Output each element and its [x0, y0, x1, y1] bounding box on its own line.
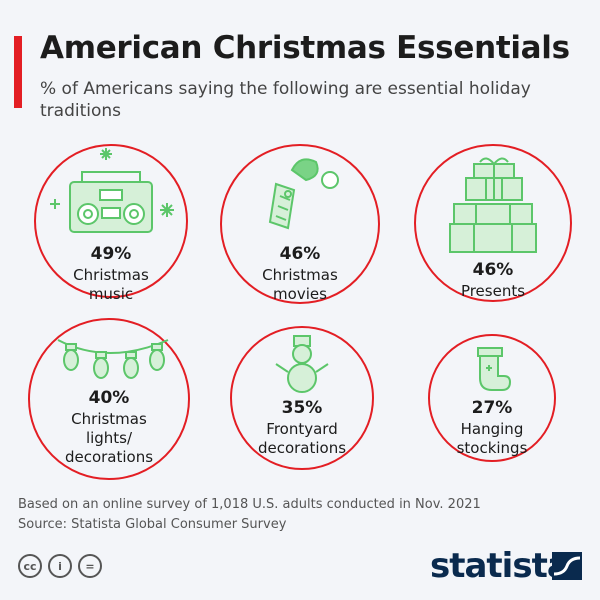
attribution-icon[interactable]: i	[48, 554, 72, 578]
item-label: Hanging stockings	[456, 420, 528, 457]
title-accent-bar	[14, 36, 22, 108]
item-card-presents: 46% Presents	[414, 144, 572, 302]
survey-note: Based on an online survey of 1,018 U.S. …	[18, 497, 481, 512]
statista-logo[interactable]: statista	[430, 546, 570, 586]
footnote: Based on an online survey of 1,018 U.S. …	[18, 495, 481, 535]
statista-logo-mark-icon	[552, 552, 582, 580]
item-percentage: 35%	[281, 398, 323, 418]
item-card-christmas-music: 49% Christmas music	[34, 144, 188, 303]
item-label: Christmas lights/ decorations	[64, 410, 154, 466]
source-note: Source: Statista Global Consumer Survey	[18, 517, 287, 532]
item-label: Christmas music	[73, 266, 149, 303]
license-icons: cc i =	[18, 554, 102, 578]
item-percentage: 46%	[279, 244, 321, 264]
stocking-icon	[477, 347, 512, 391]
item-percentage: 27%	[471, 398, 513, 418]
chart-subtitle: % of Americans saying the following are …	[40, 79, 531, 121]
item-card-hanging-stockings: 27% Hanging stockings	[428, 334, 556, 462]
stacked-presents-icon	[449, 157, 537, 253]
item-label: Presents	[460, 282, 526, 300]
item-percentage: 49%	[90, 244, 132, 264]
item-card-christmas-lights: 40% Christmas lights/ decorations	[28, 318, 190, 480]
item-label: Frontyard decorations	[257, 420, 347, 457]
chart-title: American Christmas Essentials	[40, 30, 570, 66]
snowman-icon	[275, 335, 329, 393]
boombox-icon	[50, 148, 174, 233]
no-derivatives-icon[interactable]: =	[78, 554, 102, 578]
item-card-frontyard-decorations: 35% Frontyard decorations	[230, 326, 374, 470]
card-circle	[428, 334, 556, 462]
item-card-christmas-movies: 46% Christmas movies	[220, 144, 380, 304]
grinch-movie-ticket-icon	[268, 158, 339, 230]
item-percentage: 40%	[88, 388, 130, 408]
item-label: Christmas movies	[262, 266, 338, 303]
cc-license-icon[interactable]: cc	[18, 554, 42, 578]
string-lights-icon	[57, 339, 169, 379]
item-percentage: 46%	[472, 260, 514, 280]
